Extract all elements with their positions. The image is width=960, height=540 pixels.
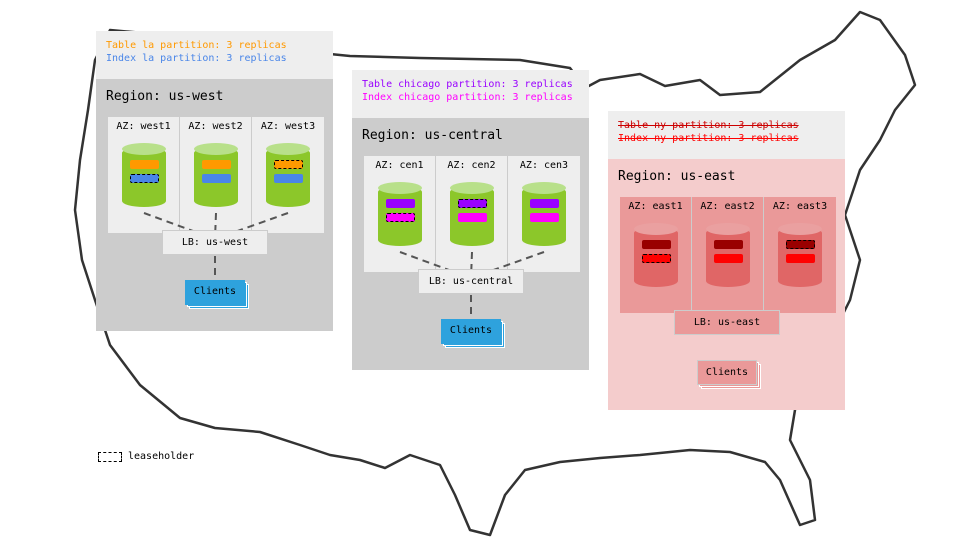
table-replica [386, 199, 415, 208]
load-balancer: LB: us-east [674, 310, 780, 335]
availability-zone: AZ: cen2 [436, 156, 508, 272]
table-replica [786, 240, 815, 249]
cylinder-top [122, 143, 166, 155]
partition-line: Table ny partition: 3 replicas [618, 120, 799, 131]
availability-zone: AZ: east1 [620, 197, 692, 313]
region-title: Region: us-west [106, 89, 224, 104]
availability-zone: AZ: west3 [252, 117, 324, 233]
cylinder-top [706, 223, 750, 235]
index-replica [530, 213, 559, 222]
index-replica [642, 254, 671, 263]
az-label: AZ: west1 [116, 121, 171, 132]
load-balancer: LB: us-west [162, 230, 268, 255]
index-replica [202, 174, 231, 183]
table-replica [714, 240, 743, 249]
az-label: AZ: cen1 [375, 160, 424, 171]
index-replica [386, 213, 415, 222]
availability-zone: AZ: cen1 [364, 156, 436, 272]
az-label: AZ: west3 [260, 121, 316, 132]
index-replica [786, 254, 815, 263]
leaseholder-legend-label: leaseholder [128, 451, 195, 462]
region-title: Region: us-central [362, 128, 503, 143]
table-replica [202, 160, 231, 169]
index-replica [274, 174, 303, 183]
cylinder-top [522, 182, 566, 194]
availability-zone: AZ: west2 [180, 117, 252, 233]
partition-line: Index la partition: 3 replicas [106, 53, 287, 64]
az-label: AZ: east2 [700, 201, 755, 212]
index-replica [130, 174, 159, 183]
load-balancer: LB: us-central [418, 269, 524, 294]
us-border [73, 10, 917, 537]
partition-line: Table chicago partition: 3 replicas [362, 79, 573, 90]
cylinder-top [194, 143, 238, 155]
availability-zone: AZ: east3 [764, 197, 836, 313]
table-replica [530, 199, 559, 208]
az-label: AZ: cen3 [519, 160, 569, 171]
region-title: Region: us-east [618, 169, 736, 184]
clients-box: Clients [697, 360, 757, 385]
clients-box: Clients [441, 319, 501, 344]
partition-header: Table chicago partition: 3 replicas Index… [352, 70, 589, 118]
index-replica [714, 254, 743, 263]
cylinder-top [266, 143, 310, 155]
table-replica [130, 160, 159, 169]
partition-line: Table la partition: 3 replicas [106, 40, 287, 51]
partition-line: Index chicago partition: 3 replicas [362, 92, 573, 103]
cylinder-top [378, 182, 422, 194]
az-label: AZ: west2 [188, 121, 243, 132]
az-label: AZ: east1 [628, 201, 683, 212]
az-label: AZ: cen2 [447, 160, 496, 171]
availability-zone: AZ: east2 [692, 197, 764, 313]
availability-zone: AZ: west1 [108, 117, 180, 233]
availability-zone: AZ: cen3 [508, 156, 580, 272]
table-replica [458, 199, 487, 208]
table-replica [274, 160, 303, 169]
clients-box: Clients [185, 280, 245, 305]
cylinder-top [778, 223, 822, 235]
partition-header: Table la partition: 3 replicas Index la p… [96, 31, 333, 79]
az-label: AZ: east3 [772, 201, 828, 212]
partition-line: Index ny partition: 3 replicas [618, 133, 799, 144]
cylinder-top [450, 182, 494, 194]
leaseholder-legend-swatch [98, 452, 122, 462]
table-replica [642, 240, 671, 249]
partition-header: Table ny partition: 3 replicas Index ny p… [608, 111, 845, 159]
cylinder-top [634, 223, 678, 235]
index-replica [458, 213, 487, 222]
